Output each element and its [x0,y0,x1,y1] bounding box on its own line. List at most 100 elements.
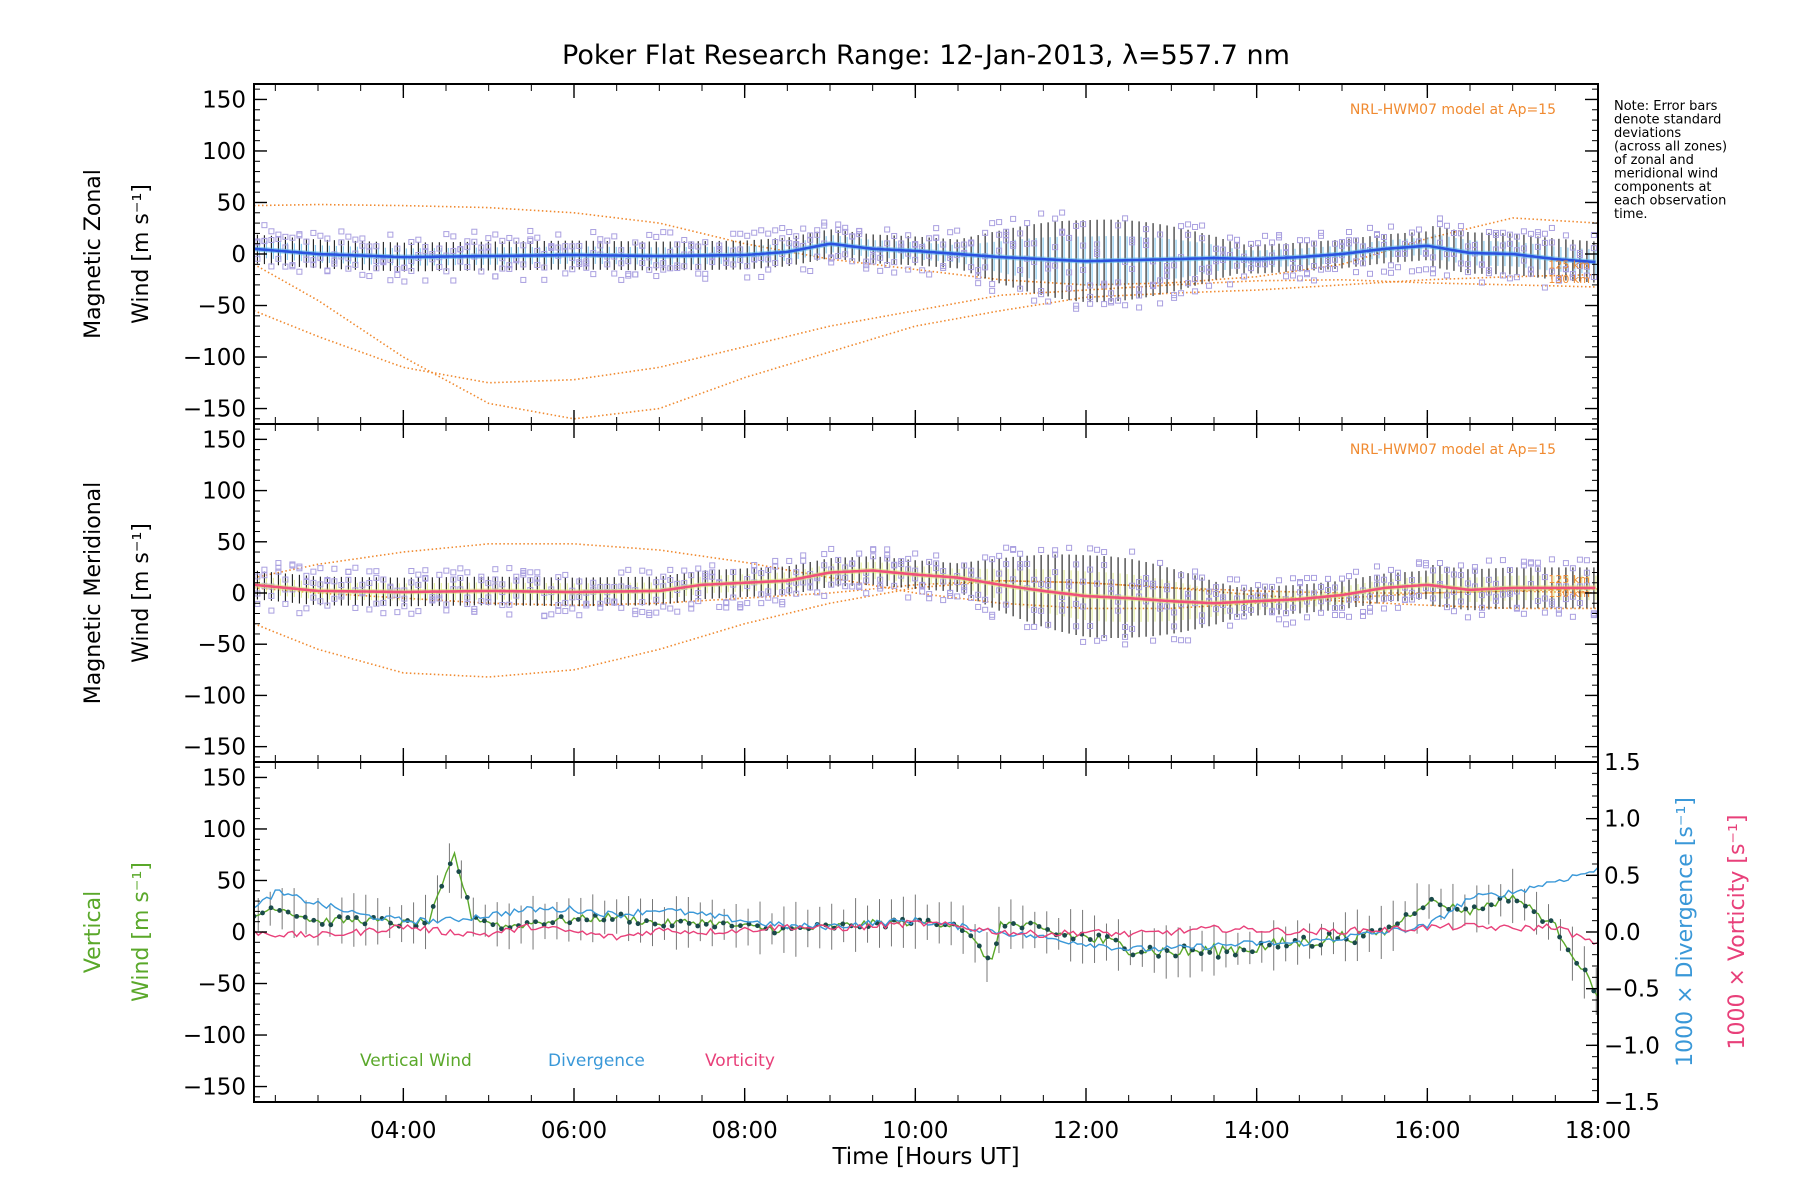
zone-sample [338,582,345,589]
zone-sample [1003,601,1010,608]
zone-sample [716,603,723,610]
vertical-wind-point [652,921,658,927]
zone-sample [765,266,772,273]
zone-sample [1101,635,1108,642]
zone-sample [1520,245,1527,252]
zone-sample [590,579,597,586]
zone-sample [1345,573,1352,580]
zone-sample [352,261,359,268]
zone-sample [891,232,898,239]
zone-sample [1380,605,1387,612]
vertical-wind-point [959,928,965,934]
vertical-wind-point [1582,967,1588,973]
vertical-wind-point [1062,932,1068,938]
zone-sample [1059,209,1066,216]
vertical-wind-point [1318,942,1324,948]
zone-sample [1359,608,1366,615]
zone-sample [1164,263,1171,270]
zone-sample [625,272,632,279]
zone-sample [625,258,632,265]
zone-sample [569,243,576,250]
zone-sample [660,266,667,273]
zone-sample [1031,297,1038,304]
zone-sample [1073,222,1080,229]
zone-sample [1192,223,1199,230]
zone-sample [1401,596,1408,603]
vertical-wind-point [661,923,666,929]
zone-sample [1052,547,1059,554]
zone-sample [926,235,933,242]
zone-sample [772,557,779,564]
zone-sample [1038,291,1045,298]
zone-sample [555,607,562,614]
zone-sample [303,238,310,245]
zone-sample [912,550,919,557]
zone-sample [772,227,779,234]
zone-sample [450,569,457,576]
zone-sample [1485,270,1492,277]
zone-sample [296,231,303,238]
zone-sample [968,264,975,271]
zone-sample [926,271,933,278]
zone-sample [569,594,576,601]
zone-sample [1192,288,1199,295]
zone-sample [1311,574,1318,581]
vertical-wind-point [1523,903,1528,909]
vertical-wind-point [1506,898,1511,904]
x-tick-label: 10:00 [882,1118,948,1144]
zone-sample [849,560,856,567]
zone-sample [1269,239,1276,246]
zone-sample [499,581,506,588]
zone-sample [296,563,303,570]
zone-sample [1066,285,1073,292]
zone-sample [338,228,345,235]
zone-sample [1087,545,1094,552]
zone-sample [261,222,268,229]
zone-sample [1415,560,1422,567]
zone-sample [597,600,604,607]
zone-sample [674,608,681,615]
zone-sample [1045,621,1052,628]
zone-sample [1352,237,1359,244]
zone-sample [1443,604,1450,611]
zone-sample [688,572,695,579]
zone-sample [282,576,289,583]
zone-sample [1234,613,1241,620]
zone-sample [1255,592,1262,599]
zone-sample [562,270,569,277]
zone-sample [443,231,450,238]
vertical-wind-point [1514,898,1520,904]
zone-sample [1087,623,1094,630]
zone-sample [1227,576,1234,583]
zone-sample [366,579,373,586]
zone-sample [611,270,618,277]
zone-sample [492,576,499,583]
zone-sample [1450,608,1457,615]
zone-sample [1422,562,1429,569]
vertical-wind-point [422,920,428,926]
zone-sample [695,243,702,250]
zone-sample [268,607,275,614]
zone-sample [814,589,821,596]
zone-sample [1290,272,1297,279]
zone-sample [373,574,380,581]
zone-sample [415,571,422,578]
zone-sample [1108,290,1115,297]
right-tick-label: 1.0 [1604,807,1641,833]
zone-sample [758,591,765,598]
zone-sample [590,271,597,278]
zone-sample [1359,612,1366,619]
vertical-wind-point [456,869,462,875]
zone-sample [359,271,366,278]
zone-sample [1199,574,1206,581]
zone-sample [814,231,821,238]
zone-sample [296,232,303,239]
zone-sample [583,600,590,607]
zone-sample [1227,622,1234,629]
vertical-wind-point [447,861,453,867]
zone-sample [345,568,352,575]
note-line: deviations [1614,126,1681,141]
vertical-wind-point [294,913,300,919]
zone-sample [954,593,961,600]
zone-sample [954,227,961,234]
